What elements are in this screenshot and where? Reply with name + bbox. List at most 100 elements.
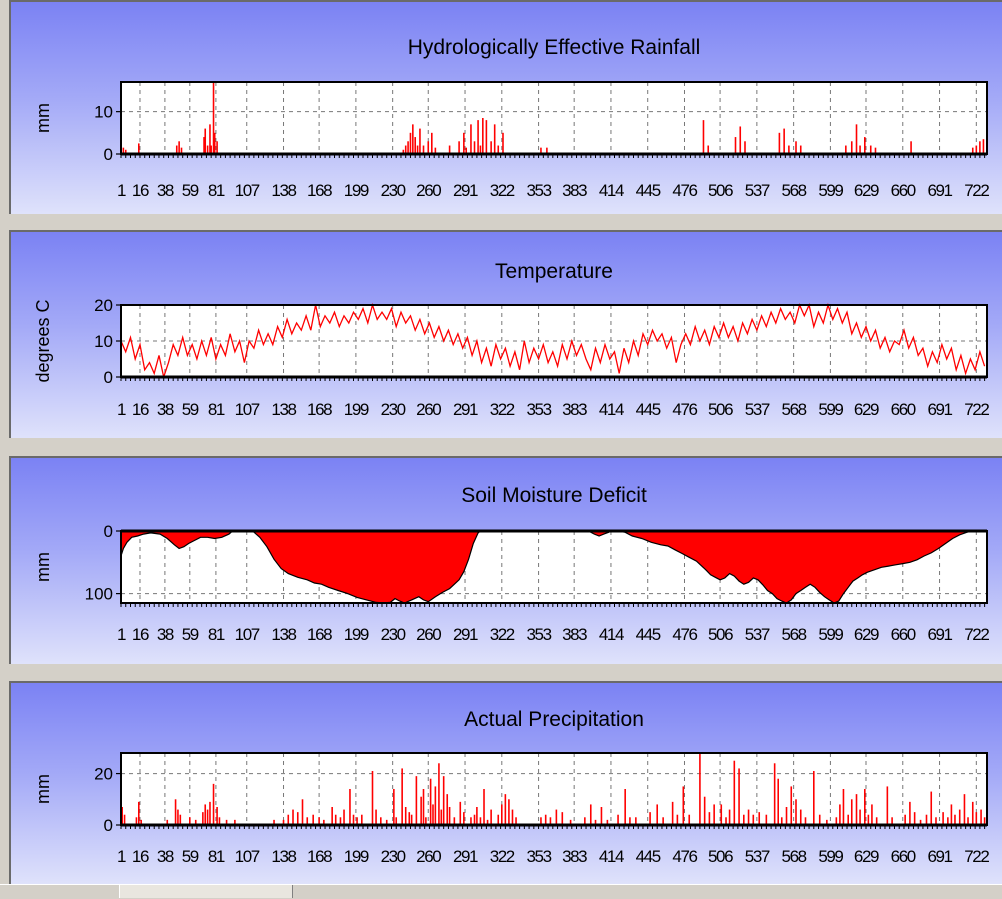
x-tick-label-3-12: 322: [490, 847, 515, 866]
y-tick-label-0-1: 10: [94, 103, 113, 122]
x-tick-label-3-25: 722: [964, 847, 989, 866]
x-tick-label-1-24: 691: [927, 400, 952, 419]
x-tick-label-1-23: 660: [891, 400, 916, 419]
x-tick-label-0-16: 445: [636, 181, 661, 200]
x-tick-label-0-23: 660: [891, 181, 916, 200]
y-axis-label-2: mm: [33, 552, 53, 582]
x-tick-label-0-11: 291: [453, 181, 478, 200]
x-tick-label-1-13: 353: [526, 400, 551, 419]
x-tick-label-0-14: 383: [562, 181, 587, 200]
x-tick-label-3-5: 107: [235, 847, 260, 866]
x-tick-label-2-25: 722: [964, 625, 989, 644]
x-tick-label-1-16: 445: [636, 400, 661, 419]
x-tick-label-0-24: 691: [927, 181, 952, 200]
x-tick-label-1-7: 168: [307, 400, 332, 419]
x-tick-label-2-9: 230: [381, 625, 406, 644]
y-tick-label-2-0: 0: [104, 522, 113, 541]
x-tick-label-2-10: 260: [416, 625, 441, 644]
x-tick-label-1-8: 199: [344, 400, 369, 419]
x-tick-label-0-15: 414: [599, 181, 624, 200]
x-tick-label-1-6: 138: [271, 400, 296, 419]
x-tick-label-1-11: 291: [453, 400, 478, 419]
x-tick-label-0-7: 168: [307, 181, 332, 200]
x-tick-label-2-24: 691: [927, 625, 952, 644]
y-tick-label-1-0: 0: [104, 368, 113, 387]
x-tick-label-1-4: 81: [208, 400, 225, 419]
x-tick-label-3-7: 168: [307, 847, 332, 866]
x-tick-label-2-12: 322: [490, 625, 515, 644]
x-tick-label-2-23: 660: [891, 625, 916, 644]
x-tick-label-3-10: 260: [416, 847, 441, 866]
y-tick-label-1-1: 10: [94, 332, 113, 351]
x-tick-label-2-2: 38: [157, 625, 174, 644]
x-tick-label-2-22: 629: [854, 625, 879, 644]
chart-panel-1: Temperature degrees C 0 10 20 1 16 38 59 81 107 138…: [9, 230, 1002, 438]
x-tick-label-0-0: 1: [117, 181, 126, 200]
y-tick-label-0-0: 0: [104, 145, 113, 164]
x-tick-label-1-12: 322: [490, 400, 515, 419]
x-tick-label-3-17: 476: [672, 847, 697, 866]
x-tick-label-3-3: 59: [182, 847, 199, 866]
chart-svg-0: Hydrologically Effective Rainfallmm0101 1…: [11, 2, 1002, 214]
x-tick-label-2-16: 445: [636, 625, 661, 644]
x-tick-label-0-10: 260: [416, 181, 441, 200]
x-tick-label-2-3: 59: [182, 625, 199, 644]
x-tick-label-3-20: 568: [782, 847, 807, 866]
x-tick-label-2-20: 568: [782, 625, 807, 644]
x-tick-label-3-0: 1: [117, 847, 126, 866]
x-tick-label-1-0: 1: [117, 400, 126, 419]
x-tick-label-0-4: 81: [208, 181, 225, 200]
x-tick-label-0-5: 107: [235, 181, 260, 200]
x-tick-label-0-12: 322: [490, 181, 515, 200]
x-tick-label-3-15: 414: [599, 847, 624, 866]
x-tick-label-1-3: 59: [182, 400, 199, 419]
x-tick-label-0-2: 38: [157, 181, 174, 200]
x-tick-label-2-21: 599: [818, 625, 843, 644]
x-tick-label-2-15: 414: [599, 625, 624, 644]
y-tick-label-3-1: 20: [94, 765, 113, 784]
y-axis-label-3: mm: [33, 774, 53, 804]
chart-title-0: Hydrologically Effective Rainfall: [408, 36, 701, 59]
x-tick-label-0-22: 629: [854, 181, 879, 200]
tab-selected[interactable]: [119, 885, 293, 898]
x-tick-label-3-8: 199: [344, 847, 369, 866]
y-tick-label-1-2: 20: [94, 296, 113, 315]
x-tick-label-2-1: 16: [132, 625, 149, 644]
x-tick-label-2-4: 81: [208, 625, 225, 644]
x-tick-label-1-10: 260: [416, 400, 441, 419]
x-tick-label-1-9: 230: [381, 400, 406, 419]
x-tick-label-0-13: 353: [526, 181, 551, 200]
x-tick-label-0-1: 16: [132, 181, 149, 200]
x-tick-label-2-5: 107: [235, 625, 260, 644]
x-tick-label-3-11: 291: [453, 847, 478, 866]
x-tick-label-3-21: 599: [818, 847, 843, 866]
x-tick-label-2-19: 537: [745, 625, 770, 644]
x-tick-label-1-20: 568: [782, 400, 807, 419]
x-tick-label-0-17: 476: [672, 181, 697, 200]
x-tick-label-3-1: 16: [132, 847, 149, 866]
x-tick-label-0-6: 138: [271, 181, 296, 200]
x-tick-label-3-9: 230: [381, 847, 406, 866]
x-tick-label-1-15: 414: [599, 400, 624, 419]
x-tick-label-2-13: 353: [526, 625, 551, 644]
chart-svg-3: Actual Precipitation mm 0 20 1 16 38 59 81 107 138…: [11, 683, 1002, 884]
chart-svg-1: Temperaturedegrees C 010201 16 38 59 81 107 138…: [11, 232, 1002, 438]
chart-panel-3: Actual Precipitation mm 0 20 1 16 38 59 81 107 138…: [9, 681, 1002, 884]
x-tick-label-1-2: 38: [157, 400, 174, 419]
x-tick-label-3-18: 506: [708, 847, 733, 866]
x-tick-label-2-7: 168: [307, 625, 332, 644]
x-tick-label-0-9: 230: [381, 181, 406, 200]
x-tick-label-0-8: 199: [344, 181, 369, 200]
x-tick-label-3-14: 383: [562, 847, 587, 866]
x-tick-label-3-23: 660: [891, 847, 916, 866]
x-tick-label-3-6: 138: [271, 847, 296, 866]
y-tick-label-2-1: 100: [85, 585, 113, 604]
x-tick-label-0-18: 506: [708, 181, 733, 200]
x-tick-label-0-25: 722: [964, 181, 989, 200]
x-tick-label-2-18: 506: [708, 625, 733, 644]
x-tick-label-2-8: 199: [344, 625, 369, 644]
y-axis-label-0: mm: [33, 103, 53, 133]
chart-title-1: Temperature: [495, 260, 613, 283]
x-tick-label-0-21: 599: [818, 181, 843, 200]
x-tick-label-3-13: 353: [526, 847, 551, 866]
